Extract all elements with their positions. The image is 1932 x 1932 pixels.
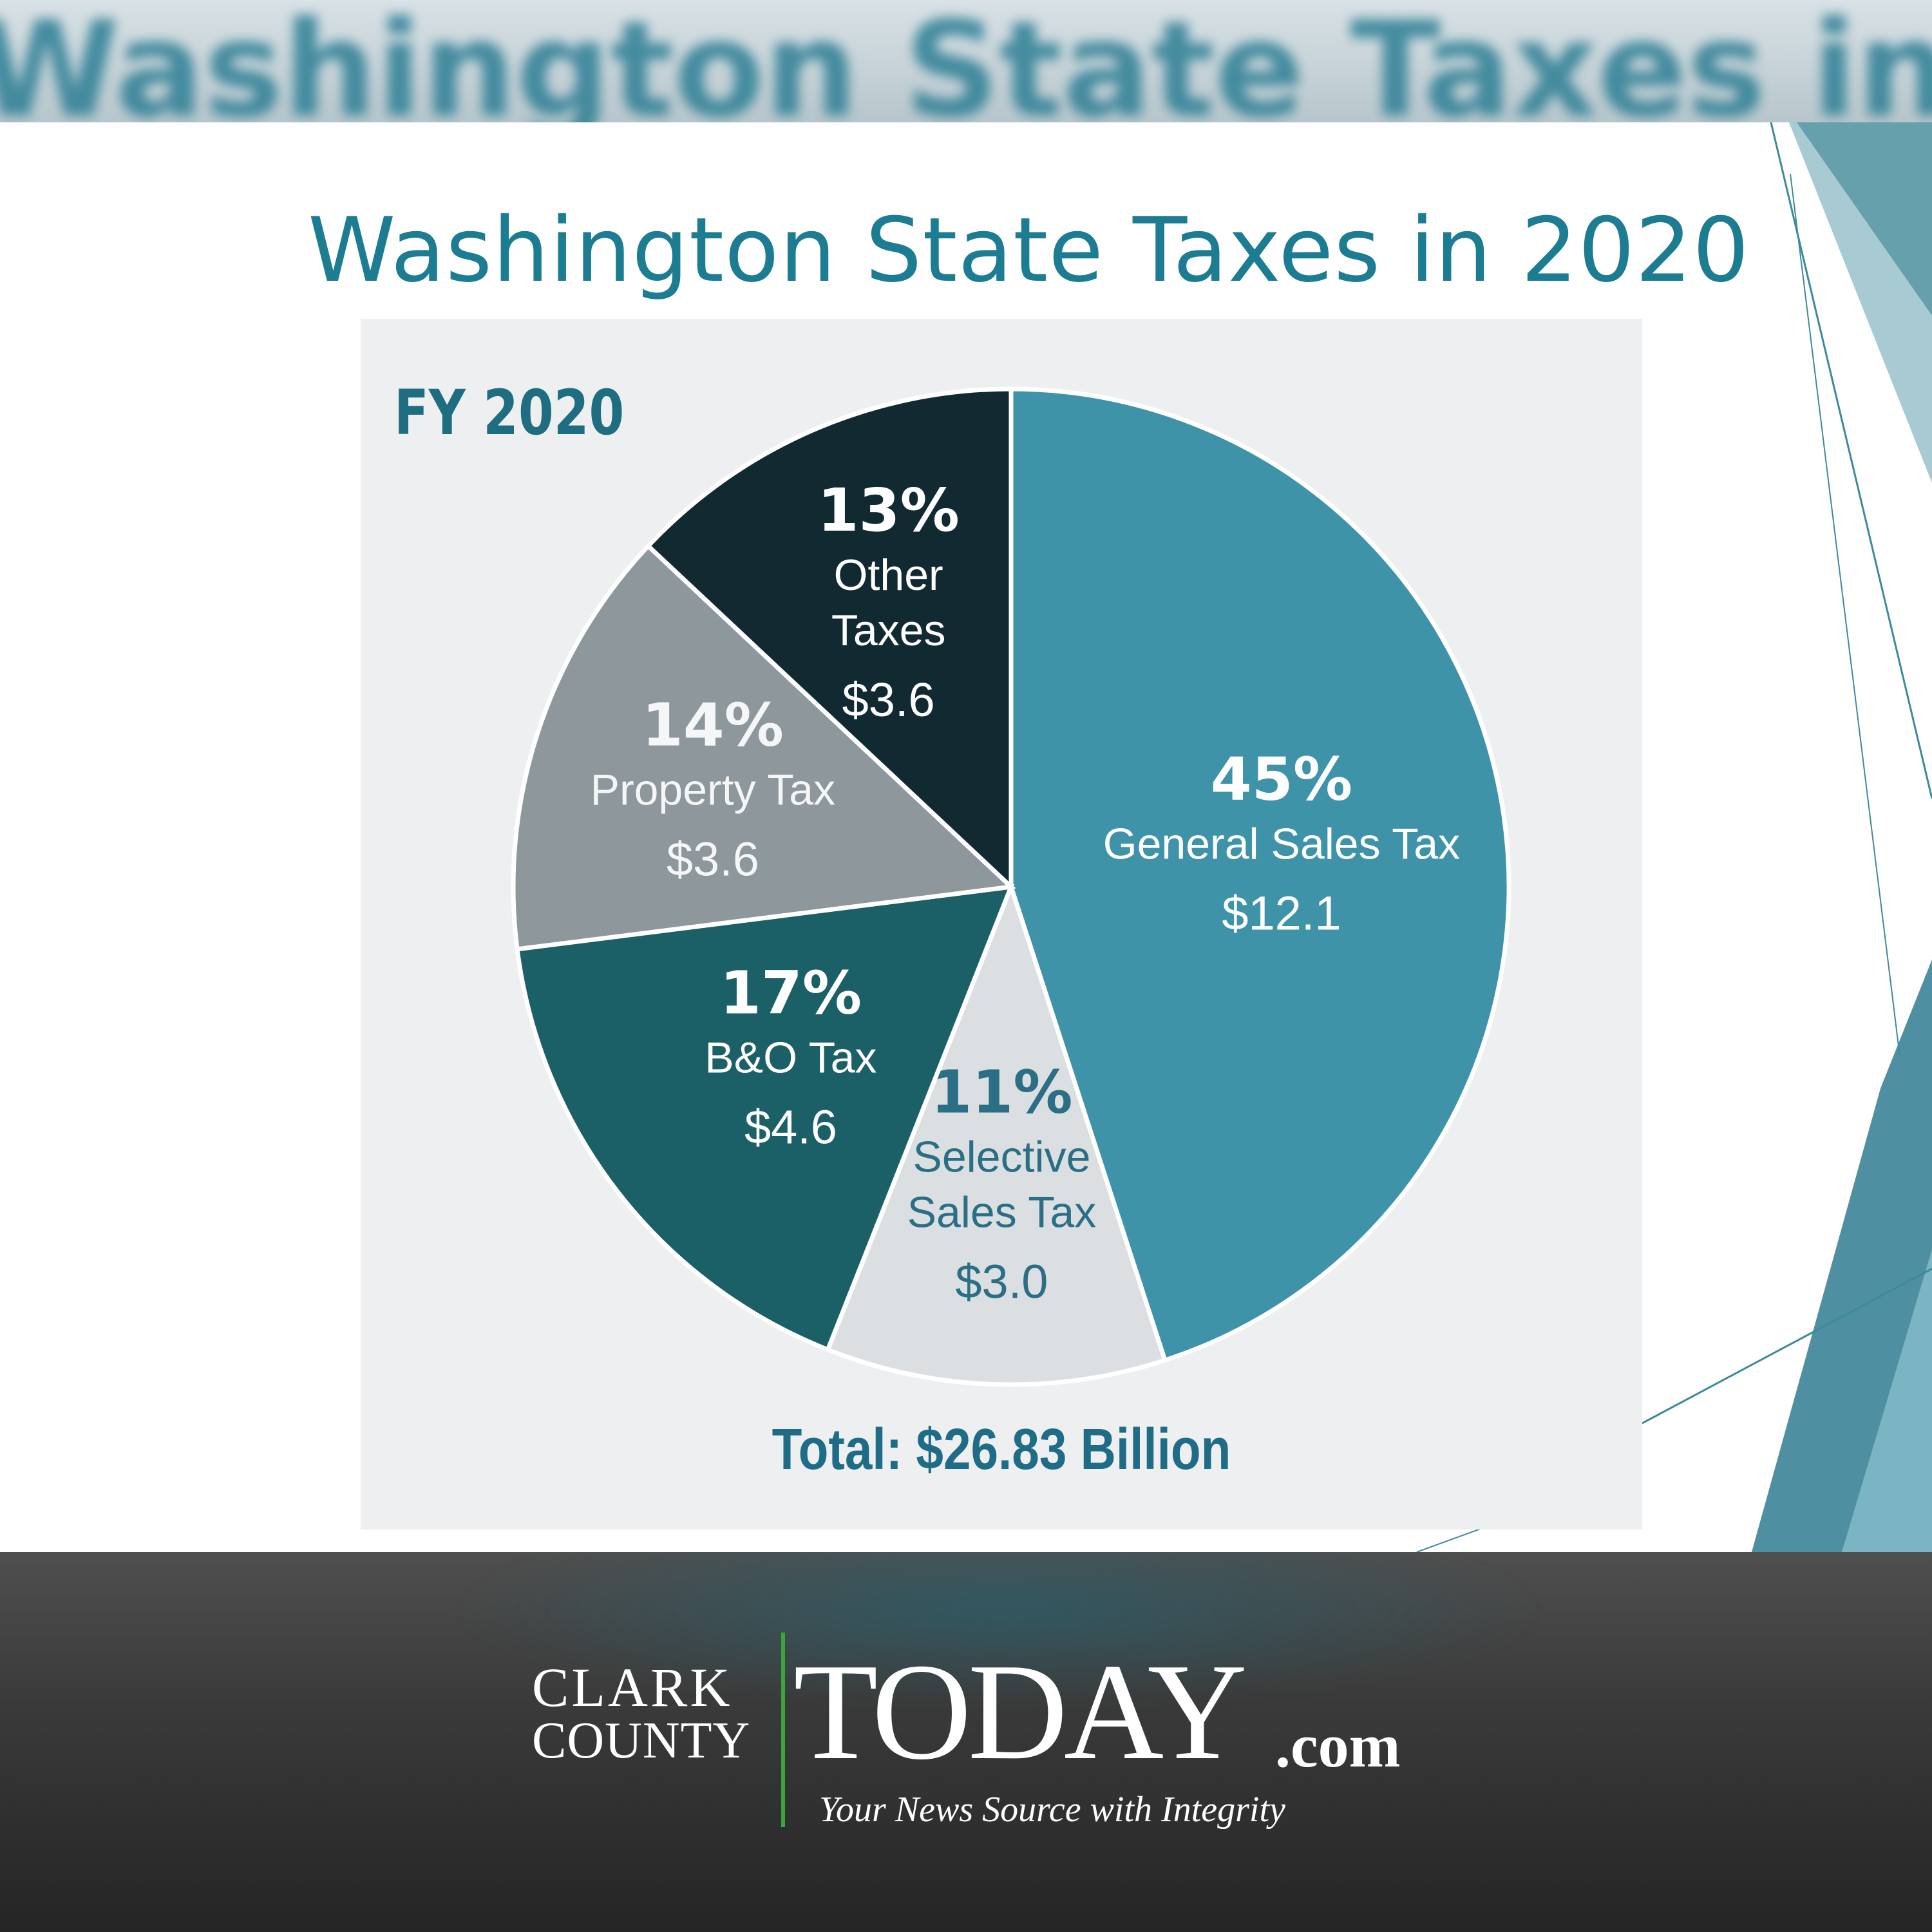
- pie-chart: 45% General Sales Tax $12.1 11% Selective Sal…: [511, 386, 1511, 1387]
- slice-percent-label: 13%: [818, 476, 960, 545]
- slice-percent-label: 11%: [931, 1058, 1072, 1127]
- slice-name-label: Sales Tax: [907, 1188, 1097, 1237]
- slide: Washington State Taxes in 2020 FY 2020 4…: [0, 122, 1932, 1552]
- logo-county-text: COUNTY: [532, 1712, 751, 1769]
- slice-amount-label: $4.6: [744, 1100, 837, 1153]
- slice-percent-label: 14%: [642, 691, 784, 760]
- slice-label-group: 13% Other Taxes $3.6: [818, 476, 960, 726]
- slice-name-label: Property Tax: [591, 766, 835, 815]
- slice-amount-label: $3.0: [955, 1255, 1048, 1309]
- slice-amount-label: $3.6: [667, 833, 759, 886]
- footer-reflection: [451, 1552, 1546, 1707]
- logo-tagline: Your News Source with Integrity: [819, 1790, 1285, 1830]
- pie-slice-property-tax: [511, 542, 1016, 952]
- pie-slice-other-taxes: [645, 386, 1014, 893]
- logo-com-text: .com: [1275, 1711, 1401, 1780]
- chart-subtitle: FY 2020: [394, 377, 625, 449]
- slice-percent-label: 17%: [720, 958, 862, 1027]
- slice-label-group: 14% Property Tax $3.6: [591, 691, 835, 886]
- logo-divider: [781, 1633, 785, 1827]
- footer: CLARK COUNTY TODAY .com Your News Source…: [0, 1552, 1932, 1932]
- slice-label-group: 17% B&O Tax $4.6: [705, 958, 876, 1153]
- slice-name-label: B&O Tax: [705, 1033, 876, 1082]
- pie-slice-b-o-tax: [515, 884, 1015, 1353]
- slice-amount-label: $3.6: [842, 673, 935, 726]
- slice-amount-label: $12.1: [1222, 886, 1341, 940]
- logo-clark-text: CLARK: [532, 1656, 733, 1718]
- slice-label-group: 45% General Sales Tax $12.1: [1103, 744, 1460, 940]
- slice-percent-label: 45%: [1211, 744, 1352, 813]
- slice-name-label: Selective: [913, 1133, 1090, 1182]
- slide-decoration: [1416, 122, 1932, 1552]
- logo-today-text: TODAY: [793, 1634, 1247, 1788]
- banner-title: Washington State Taxes in 2020: [0, 0, 1932, 122]
- pie-slice-selective-sales-tax: [824, 880, 1168, 1387]
- slice-name-label: General Sales Tax: [1103, 819, 1460, 868]
- chart-panel: FY 2020 45% General Sales Tax $12.1 11% Sele…: [361, 319, 1642, 1530]
- header-banner: Washington State Taxes in 2020: [0, 0, 1932, 122]
- slice-name-label: Other: [834, 551, 943, 600]
- slice-name-label: Taxes: [831, 606, 946, 655]
- slice-label-group: 11% Selective Sales Tax $3.0: [907, 1058, 1097, 1309]
- pie-slice-general-sales-tax: [1009, 386, 1511, 1363]
- chart-total: Total: $26.83 Billion: [772, 1417, 1231, 1482]
- slide-title: Washington State Taxes in 2020: [308, 198, 1750, 302]
